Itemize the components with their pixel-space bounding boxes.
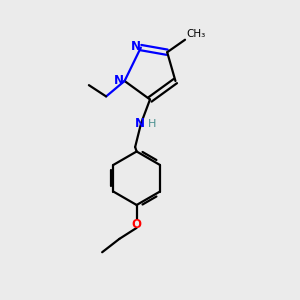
- Text: H: H: [148, 119, 157, 129]
- Text: O: O: [132, 218, 142, 230]
- Text: N: N: [114, 74, 124, 88]
- Text: N: N: [135, 117, 145, 130]
- Text: N: N: [130, 40, 140, 52]
- Text: CH₃: CH₃: [187, 29, 206, 39]
